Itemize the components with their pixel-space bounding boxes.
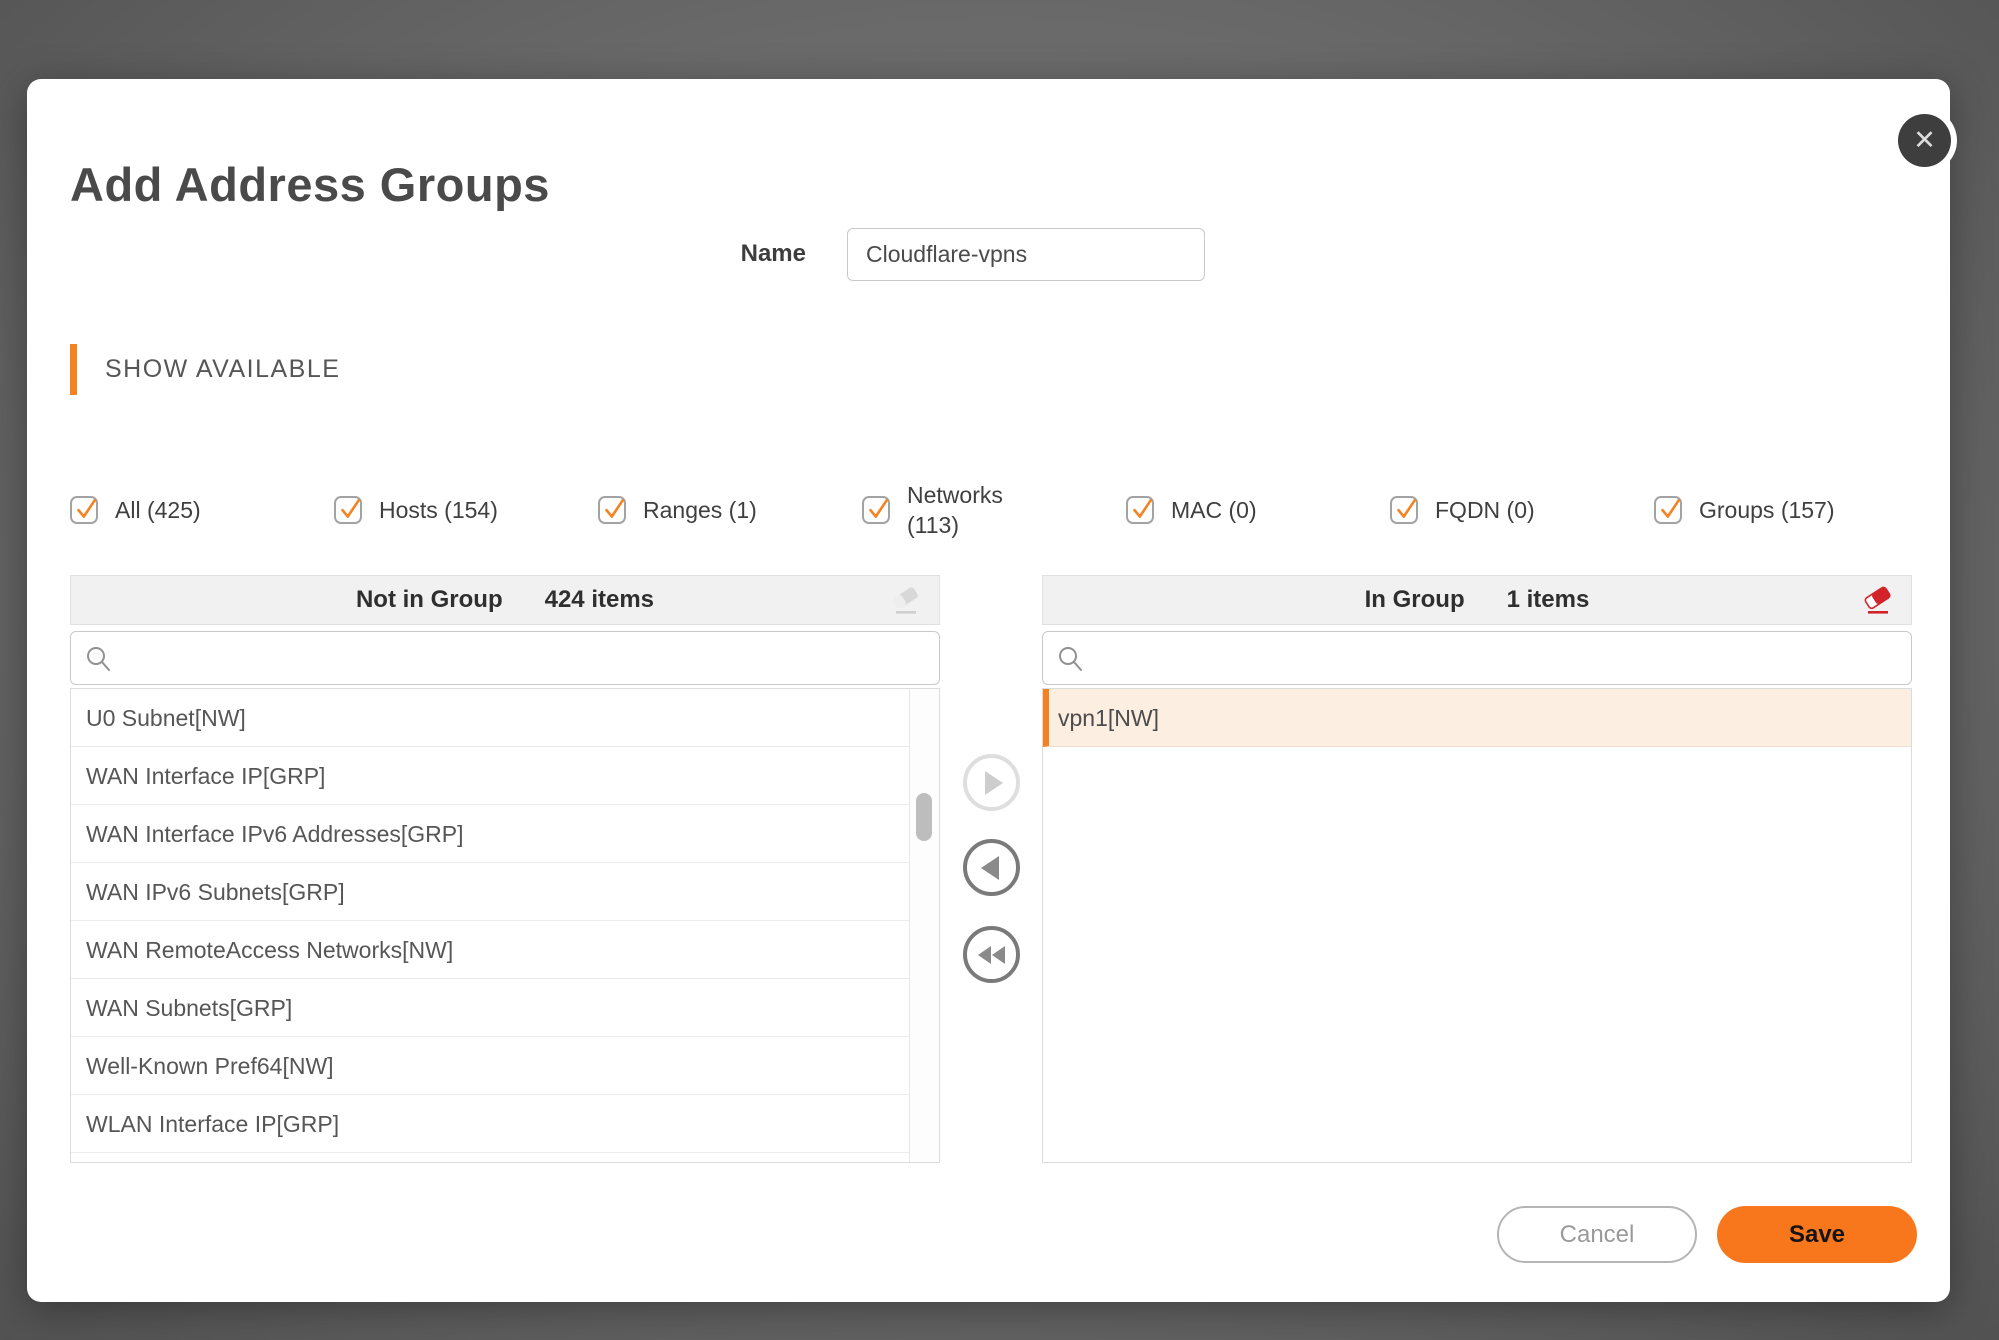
list-item-selected[interactable]: vpn1[NW]	[1043, 689, 1911, 747]
filter-groups: Groups (157)	[1654, 495, 1918, 525]
dialog-title: Add Address Groups	[70, 158, 550, 211]
checkbox-hosts-icon[interactable]	[334, 496, 362, 524]
save-button[interactable]: Save	[1717, 1206, 1917, 1263]
filter-label: FQDN (0)	[1435, 497, 1535, 523]
filter-fqdn: FQDN (0)	[1390, 495, 1654, 525]
close-icon[interactable]: ✕	[1898, 114, 1951, 167]
checkbox-mac-icon[interactable]	[1126, 496, 1154, 524]
in-group-search	[1042, 631, 1912, 685]
panel-count: 424 items	[544, 586, 655, 613]
show-available-section: SHOW AVAILABLE	[70, 344, 340, 395]
filter-label: All (425)	[115, 497, 201, 523]
list-item[interactable]: Well-Known Pref64[NW]	[71, 1037, 939, 1095]
section-accent-bar	[70, 344, 77, 395]
name-input[interactable]	[847, 228, 1205, 281]
not-in-group-header: Not in Group 424 items	[70, 575, 940, 625]
list-item[interactable]: WAN Interface IP[GRP]	[71, 747, 939, 805]
double-arrow-left-icon	[992, 945, 1005, 964]
checkbox-fqdn-icon[interactable]	[1390, 496, 1418, 524]
list-item[interactable]: WLAN Interface IP[GRP]	[71, 1095, 939, 1153]
not-in-group-panel: Not in Group 424 items U0 Subnet[NW] WAN	[70, 575, 940, 1163]
cancel-button[interactable]: Cancel	[1497, 1206, 1697, 1263]
eraser-red-icon[interactable]	[1861, 585, 1895, 617]
filter-mac: MAC (0)	[1126, 495, 1390, 525]
section-title: SHOW AVAILABLE	[105, 355, 341, 383]
arrow-left-icon	[980, 855, 999, 880]
not-in-group-list: U0 Subnet[NW] WAN Interface IP[GRP] WAN …	[70, 688, 940, 1163]
list-item[interactable]: WAN RemoteAccess Networks[NW]	[71, 921, 939, 979]
in-group-panel: In Group 1 items vpn1[NW]	[1042, 575, 1912, 1163]
panel-title: In Group	[1364, 586, 1465, 613]
move-right-button[interactable]	[963, 754, 1020, 811]
arrow-right-icon	[984, 770, 1003, 795]
checkbox-all-icon[interactable]	[70, 496, 98, 524]
not-in-group-search-input[interactable]	[71, 632, 939, 684]
checkbox-networks-icon[interactable]	[862, 496, 890, 524]
in-group-search-input[interactable]	[1043, 632, 1911, 684]
checkbox-ranges-icon[interactable]	[598, 496, 626, 524]
panel-title: Not in Group	[355, 586, 503, 613]
type-filter-row: All (425) Hosts (154) Ranges (1) Network…	[70, 455, 1930, 565]
scrollbar-thumb[interactable]	[916, 793, 932, 841]
filter-hosts: Hosts (154)	[334, 495, 598, 525]
filter-label: MAC (0)	[1171, 497, 1257, 523]
move-all-left-button[interactable]	[963, 926, 1020, 983]
list-item[interactable]: WAN IPv6 Subnets[GRP]	[71, 863, 939, 921]
not-in-group-search	[70, 631, 940, 685]
scrollbar-track[interactable]	[909, 689, 939, 1162]
checkbox-groups-icon[interactable]	[1654, 496, 1682, 524]
list-item[interactable]: WAN Interface IPv6 Addresses[GRP]	[71, 805, 939, 863]
panel-count: 1 items	[1506, 586, 1590, 613]
list-item[interactable]: U0 Subnet[NW]	[71, 689, 939, 747]
filter-ranges: Ranges (1)	[598, 495, 862, 525]
eraser-icon[interactable]	[889, 585, 923, 617]
add-address-groups-dialog: Add Address Groups Name SHOW AVAILABLE A…	[27, 79, 1950, 1302]
in-group-list: vpn1[NW]	[1042, 688, 1912, 1163]
double-arrow-left-icon	[978, 945, 991, 964]
filter-label: Networks (113)	[907, 482, 1003, 538]
in-group-header: In Group 1 items	[1042, 575, 1912, 625]
filter-label: Ranges (1)	[643, 497, 757, 523]
move-left-button[interactable]	[963, 839, 1020, 896]
name-label: Name	[740, 240, 806, 267]
filter-networks: Networks (113)	[862, 480, 1126, 540]
list-item[interactable]: WAN Subnets[GRP]	[71, 979, 939, 1037]
filter-all: All (425)	[70, 495, 334, 525]
filter-label: Groups (157)	[1699, 497, 1835, 523]
filter-label: Hosts (154)	[379, 497, 498, 523]
